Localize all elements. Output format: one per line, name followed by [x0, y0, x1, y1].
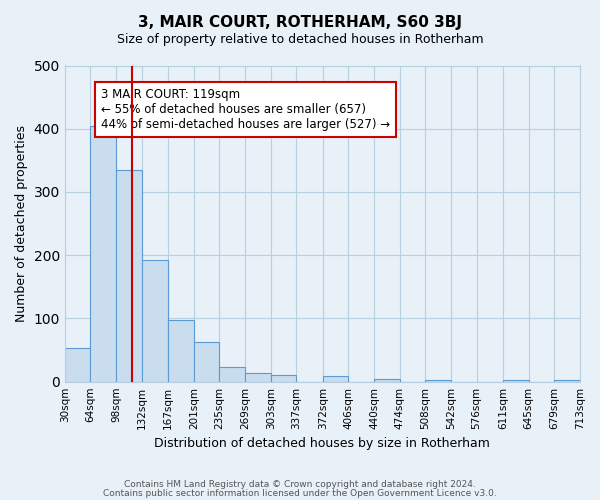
- Bar: [245, 373, 271, 382]
- Bar: [168, 320, 194, 382]
- Bar: [91, 126, 116, 382]
- Text: Contains public sector information licensed under the Open Government Licence v3: Contains public sector information licen…: [103, 488, 497, 498]
- Text: Contains HM Land Registry data © Crown copyright and database right 2024.: Contains HM Land Registry data © Crown c…: [124, 480, 476, 489]
- Bar: [194, 342, 220, 382]
- Text: 3, MAIR COURT, ROTHERHAM, S60 3BJ: 3, MAIR COURT, ROTHERHAM, S60 3BJ: [138, 15, 462, 30]
- X-axis label: Distribution of detached houses by size in Rotherham: Distribution of detached houses by size …: [154, 437, 490, 450]
- Y-axis label: Number of detached properties: Number of detached properties: [15, 125, 28, 322]
- Bar: [554, 380, 580, 382]
- Text: 3 MAIR COURT: 119sqm
← 55% of detached houses are smaller (657)
44% of semi-deta: 3 MAIR COURT: 119sqm ← 55% of detached h…: [101, 88, 390, 130]
- Bar: [271, 374, 296, 382]
- Bar: [425, 380, 451, 382]
- Bar: [65, 348, 91, 382]
- Bar: [323, 376, 349, 382]
- Bar: [142, 260, 168, 382]
- Bar: [116, 170, 142, 382]
- Bar: [374, 379, 400, 382]
- Text: Size of property relative to detached houses in Rotherham: Size of property relative to detached ho…: [116, 32, 484, 46]
- Bar: [503, 380, 529, 382]
- Bar: [220, 366, 245, 382]
